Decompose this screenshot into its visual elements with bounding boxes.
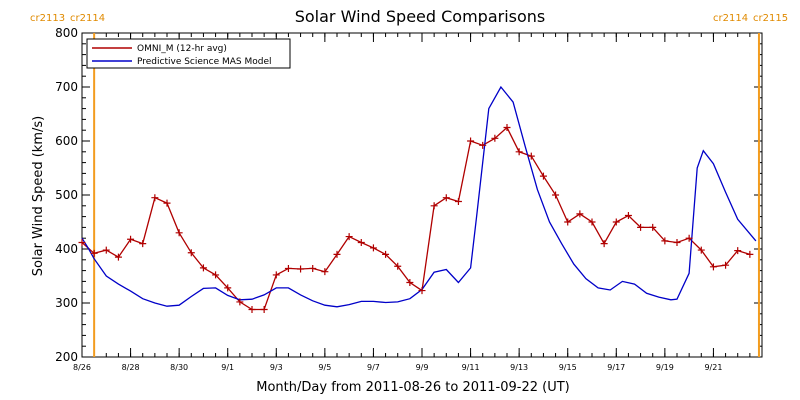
omni-data-point [503,124,511,131]
carrington-label-left-end: cr2114 [713,13,748,24]
omni-data-point [454,197,462,205]
omni-data-point [661,237,669,245]
y-axis-title: Solar Wind Speed (km/s) [31,116,46,276]
x-tick-label: 9/19 [656,363,674,372]
omni-data-point [442,194,450,202]
omni-data-point [163,199,171,207]
plot-frame [81,32,763,358]
omni-data-point [187,249,195,257]
x-tick-label: 9/11 [462,363,480,372]
x-tick-label: 9/3 [270,363,283,372]
omni-data-point [467,137,475,145]
x-tick-label: 8/30 [170,363,188,372]
x-axis-title: Month/Day from 2011-08-26 to 2011-09-22 … [256,380,569,395]
omni-data-point [709,263,717,271]
omni-data-point [382,250,390,258]
y-tick-label: 200 [55,350,78,364]
omni-data-point [309,264,317,272]
mas-series-line [81,85,757,308]
omni-data-point [199,264,207,272]
x-tick-label: 9/13 [510,363,528,372]
x-tick-label: 9/5 [318,363,331,372]
x-tick-label: 9/7 [367,363,380,372]
x-tick-label: 8/28 [122,363,140,372]
omni-data-point [321,268,329,276]
omni-data-point [151,194,159,202]
x-tick-label: 9/17 [607,363,625,372]
omni-data-point [78,239,86,247]
x-tick-label: 9/9 [416,363,429,372]
omni-data-point [527,152,535,160]
omni-data-point [224,284,232,292]
omni-data-point [114,253,122,261]
omni-data-point [746,250,754,258]
omni-data-point [430,202,438,210]
omni-data-point [175,229,183,237]
x-tick-label: 9/21 [704,363,722,372]
omni-data-point [333,250,341,258]
omni-data-point [127,235,135,243]
omni-data-point [685,234,693,242]
carrington-label-right-start: cr2114 [70,13,105,24]
omni-data-point [102,246,110,254]
omni-data-point [418,287,426,295]
x-tick-label: 8/26 [73,363,91,372]
omni-data-point [600,240,608,248]
omni-data-point [649,223,657,231]
omni-data-point [722,261,730,269]
omni-data-point [552,191,560,199]
legend-label-omni: OMNI_M (12-hr avg) [137,44,227,54]
omni-data-point [345,233,353,241]
omni-data-point [539,172,547,180]
omni-data-point [697,246,705,254]
omni-data-point [624,212,632,220]
carrington-label-left-start: cr2113 [30,13,65,24]
plot-area: 200 300 400 500 600 700 800 8/26 8/28 8/30 9/1 9/3 9… [55,26,763,372]
omni-data-point [284,264,292,272]
x-tick-label: 9/15 [559,363,577,372]
omni-data-point [673,239,681,247]
chart-title: Solar Wind Speed Comparisons [295,7,546,26]
y-tick-label: 300 [55,296,78,310]
omni-data-point [139,240,147,248]
omni-data-point [406,278,414,286]
omni-data-point [357,239,365,247]
y-tick-label: 600 [55,134,78,148]
omni-data-point [272,271,280,279]
omni-data-point [515,148,523,156]
legend: OMNI_M (12-hr avg) Predictive Science MA… [86,38,291,69]
omni-data-point [576,210,584,218]
y-tick-label: 700 [55,80,78,94]
legend-label-mas: Predictive Science MAS Model [137,57,272,67]
omni-data-point [248,305,256,313]
omni-data-point [588,218,596,226]
omni-data-point [491,134,499,142]
omni-data-point [236,298,244,306]
legend-box [86,38,291,69]
omni-data-point [260,305,268,313]
y-tick-label: 800 [55,26,78,40]
y-tick-label: 500 [55,188,78,202]
x-tick-label: 9/1 [221,363,234,372]
omni-data-point [734,247,742,255]
carrington-label-right-end: cr2115 [753,13,788,24]
omni-data-point [369,244,377,252]
y-tick-label: 400 [55,242,78,256]
omni-data-point [612,218,620,226]
omni-data-point [479,141,487,149]
omni-data-point [90,249,98,257]
omni-data-point [564,218,572,226]
omni-data-point [297,265,305,273]
omni-data-point [394,262,402,270]
omni-data-point [212,271,220,279]
omni-data-point [637,223,645,231]
omni-series-line [81,126,751,311]
